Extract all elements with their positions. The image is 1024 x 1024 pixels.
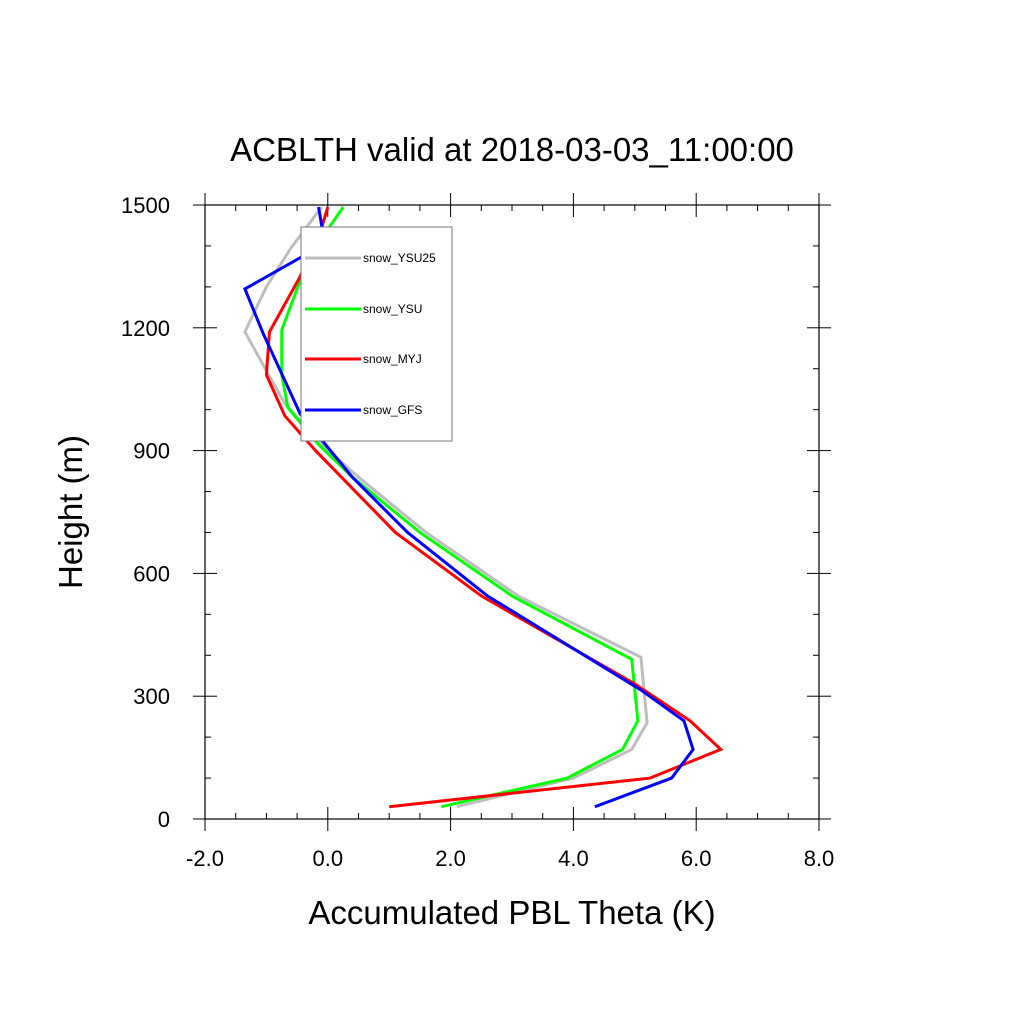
y-axis-ticks xyxy=(193,204,831,820)
y-axis-tick-labels: 0 300 600 900 1200 1500 xyxy=(121,193,170,832)
legend: snow_YSU25 snow_YSU snow_MYJ snow_GFS xyxy=(300,226,453,442)
series-line-snow-ysu25 xyxy=(243,206,649,809)
y-tick-label: 600 xyxy=(133,561,170,586)
y-tick-label: 900 xyxy=(133,439,170,464)
x-tick-label: 4.0 xyxy=(558,846,589,871)
x-tick-label: 8.0 xyxy=(804,846,835,871)
legend-label-snow-gfs: snow_GFS xyxy=(363,403,422,417)
x-tick-label: 0.0 xyxy=(313,846,344,871)
legend-label-snow-ysu25: snow_YSU25 xyxy=(363,251,436,265)
legend-label-snow-myj: snow_MYJ xyxy=(363,352,422,366)
y-tick-label: 1200 xyxy=(121,316,170,341)
legend-box xyxy=(300,226,453,442)
x-axis-tick-labels: -2.0 0.0 2.0 4.0 6.0 8.0 xyxy=(186,846,834,871)
series-lines xyxy=(243,206,724,809)
x-axis-ticks xyxy=(204,193,820,831)
y-axis-label: Height (m) xyxy=(52,435,89,589)
series-line-snow-gfs xyxy=(243,206,695,809)
y-tick-label: 300 xyxy=(133,684,170,709)
x-tick-label: 6.0 xyxy=(681,846,712,871)
chart-title: ACBLTH valid at 2018-03-03_11:00:00 xyxy=(230,131,794,168)
y-tick-label: 1500 xyxy=(121,193,170,218)
x-tick-label: -2.0 xyxy=(186,846,224,871)
legend-label-snow-ysu: snow_YSU xyxy=(363,302,422,316)
x-tick-label: 2.0 xyxy=(435,846,466,871)
series-line-snow-ysu xyxy=(280,206,640,809)
y-tick-label: 0 xyxy=(158,807,170,832)
series-line-snow-myj xyxy=(264,206,724,809)
x-axis-label: Accumulated PBL Theta (K) xyxy=(308,894,715,931)
